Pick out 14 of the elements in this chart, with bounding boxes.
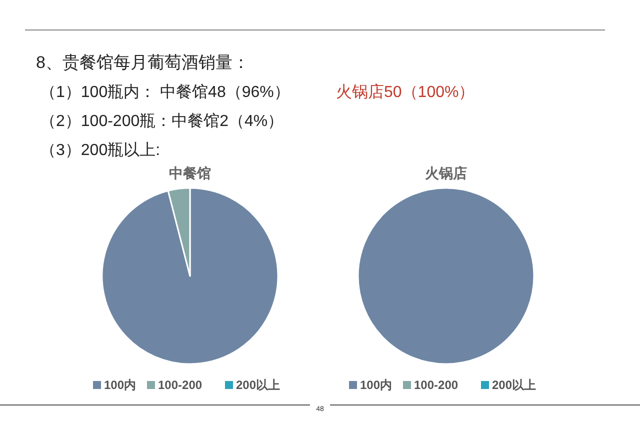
text: 8、贵餐馆每月葡萄酒销量：: [36, 53, 250, 72]
pie-slice: [101, 187, 279, 365]
chart-title: 火锅店: [425, 165, 467, 181]
text: （1）100瓶内： 中餐馆48（96%）: [40, 83, 290, 101]
legend-label: 100-200: [158, 378, 202, 392]
chart-title: 中餐馆: [169, 165, 211, 181]
legend-label: 100-200: [414, 378, 458, 392]
legend-label: 100内: [104, 378, 136, 392]
legend-label: 100内: [360, 378, 392, 392]
text: （3）200瓶以上:: [40, 141, 160, 159]
legend-label: 200以上: [492, 378, 536, 392]
text: 火锅店50（100%）: [336, 83, 475, 101]
text: （2）100-200瓶：中餐馆2（4%）: [40, 112, 284, 130]
legend-label: 200以上: [236, 378, 280, 392]
